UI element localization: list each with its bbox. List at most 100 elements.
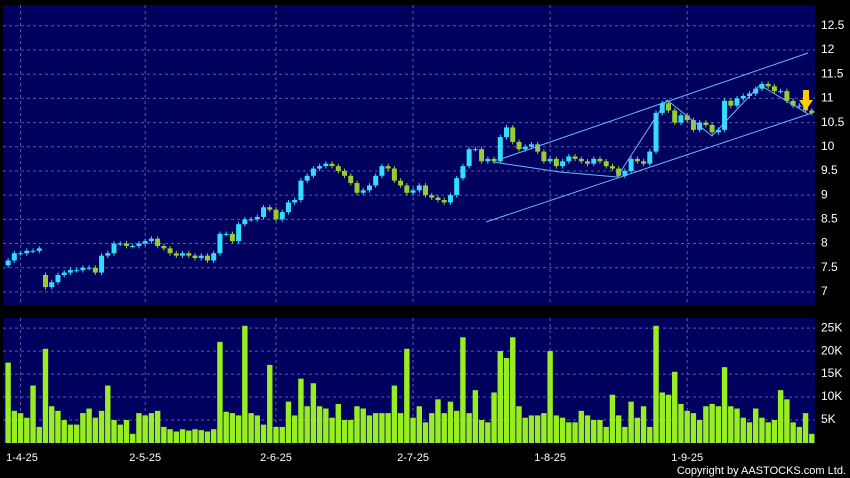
volume-bar — [796, 426, 803, 443]
volume-bar — [254, 415, 261, 443]
candle-body — [398, 180, 404, 186]
candle-body — [560, 161, 566, 167]
candle-body — [105, 253, 111, 256]
volume-bar — [61, 420, 67, 443]
candle-body — [167, 248, 173, 254]
candle-body — [323, 163, 329, 167]
volume-bar — [123, 420, 130, 443]
candle-body — [186, 253, 192, 256]
volume-bar — [80, 413, 86, 443]
candle-body — [49, 282, 55, 288]
channel-upper — [497, 52, 809, 161]
volume-bar — [522, 417, 528, 443]
candle-body — [192, 255, 198, 259]
candle-body — [11, 253, 17, 261]
candle-body — [42, 275, 48, 288]
candle-body — [74, 270, 80, 272]
volume-bar — [30, 385, 36, 443]
candle-body — [298, 180, 304, 200]
price-panel — [3, 5, 815, 305]
volume-bar — [217, 341, 223, 443]
volume-bar — [678, 403, 684, 443]
volume-bar — [684, 410, 690, 443]
candle-body — [304, 175, 310, 181]
candle-body — [479, 149, 485, 162]
volume-bar — [703, 406, 709, 443]
volume-bar — [260, 424, 267, 443]
volume-bar — [622, 426, 628, 443]
candle-body — [180, 253, 186, 256]
volume-bar — [603, 426, 609, 443]
candle-body — [678, 115, 684, 123]
volume-bar — [379, 413, 385, 443]
candle-body — [416, 185, 422, 191]
candle-body — [622, 170, 628, 176]
candle-body — [123, 243, 129, 246]
candle-body — [429, 195, 435, 198]
volume-bar — [460, 337, 466, 443]
volume-bar — [497, 351, 503, 443]
candle-body — [566, 156, 572, 162]
volume-bar — [316, 406, 323, 443]
candle-body — [354, 183, 360, 193]
y-tick-label: 9 — [821, 187, 828, 201]
volume-bar — [229, 413, 236, 443]
volume-bar — [728, 406, 734, 443]
volume-bar — [453, 410, 460, 443]
volume-bar — [578, 410, 584, 443]
candle-body — [809, 110, 815, 113]
candle-body — [173, 253, 179, 256]
volume-bar — [647, 426, 653, 443]
volume-bar — [485, 422, 491, 443]
volume-bar — [410, 417, 416, 443]
candle-body — [223, 233, 229, 235]
candle-body — [472, 149, 478, 151]
volume-bar — [753, 408, 759, 443]
y-tick-label: 7.5 — [821, 260, 838, 274]
candle-body — [522, 146, 528, 150]
volume-bar — [267, 364, 273, 443]
volume-bar — [759, 417, 765, 443]
volume-bar — [248, 413, 254, 443]
candle-body — [722, 100, 728, 130]
candle-body — [765, 83, 771, 87]
y-tick-label: 11.5 — [821, 66, 844, 80]
candle-body — [279, 212, 285, 220]
volume-bar — [466, 413, 472, 443]
volume-bar — [136, 413, 142, 443]
volume-bar — [42, 348, 49, 443]
candle-body — [510, 127, 516, 142]
volume-bar — [516, 406, 522, 443]
volume-bar — [385, 413, 391, 443]
candle-body — [703, 122, 709, 125]
candle-body — [267, 207, 273, 210]
volume-bar — [572, 422, 578, 443]
volume-bar — [765, 422, 771, 443]
volume-bar — [478, 420, 485, 443]
volume-bar — [142, 415, 148, 443]
volume-bar — [447, 401, 454, 443]
candle-body — [784, 91, 790, 101]
candle-body — [709, 125, 715, 133]
volume-bar — [161, 426, 167, 443]
candle-body — [591, 158, 597, 164]
volume-bar — [86, 408, 92, 443]
candle-body — [92, 267, 98, 273]
volume-bar — [92, 417, 99, 443]
y-tick-label: 20K — [821, 343, 842, 357]
volume-bar — [721, 367, 728, 443]
volume-bar — [36, 426, 42, 443]
volume-bar — [422, 422, 429, 443]
candle-body — [746, 93, 752, 96]
candle-body — [329, 163, 335, 167]
candle-body — [379, 166, 385, 176]
volume-bar — [285, 401, 292, 443]
volume-bar — [192, 429, 198, 443]
volume-bar — [372, 413, 379, 443]
candle-body — [310, 168, 316, 176]
volume-bar — [672, 371, 678, 443]
volume-bar — [665, 394, 672, 443]
volume-bar — [186, 430, 192, 443]
candle-body — [491, 158, 497, 162]
y-tick-label: 12.5 — [821, 18, 845, 32]
